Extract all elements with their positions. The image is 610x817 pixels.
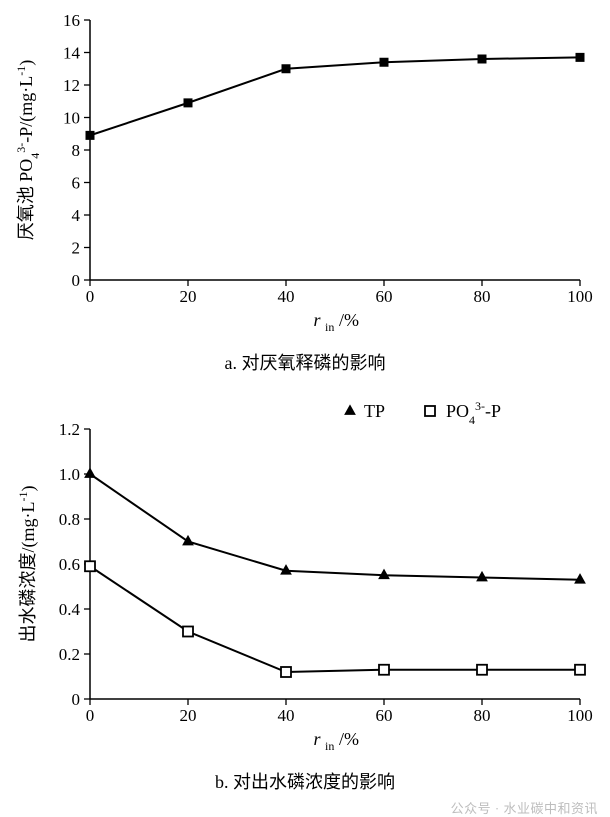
svg-text:0: 0 bbox=[86, 706, 95, 725]
svg-text:1.0: 1.0 bbox=[59, 465, 80, 484]
svg-text:80: 80 bbox=[474, 706, 491, 725]
svg-text:r: r bbox=[313, 310, 321, 330]
svg-text:12: 12 bbox=[63, 76, 80, 95]
svg-text:14: 14 bbox=[63, 44, 81, 63]
chart-a-caption: a. 对厌氧释磷的影响 bbox=[10, 349, 600, 375]
svg-text:/%: /% bbox=[339, 310, 359, 330]
svg-text:r: r bbox=[313, 729, 321, 749]
svg-text:出水磷浓度/(mg·L-1): 出水磷浓度/(mg·L-1) bbox=[16, 486, 39, 643]
svg-text:in: in bbox=[325, 739, 334, 753]
svg-text:16: 16 bbox=[63, 11, 80, 30]
svg-text:0.4: 0.4 bbox=[59, 600, 81, 619]
svg-text:0: 0 bbox=[86, 287, 95, 306]
svg-text:20: 20 bbox=[180, 287, 197, 306]
page: 0246810121416020406080100rin/%厌氧池 PO43--… bbox=[0, 0, 610, 817]
svg-text:8: 8 bbox=[72, 141, 81, 160]
svg-text:40: 40 bbox=[278, 706, 295, 725]
svg-text:PO43--P: PO43--P bbox=[446, 399, 501, 427]
svg-text:0.2: 0.2 bbox=[59, 645, 80, 664]
svg-text:0: 0 bbox=[72, 271, 81, 290]
svg-text:/%: /% bbox=[339, 729, 359, 749]
svg-text:60: 60 bbox=[376, 287, 393, 306]
svg-text:6: 6 bbox=[72, 174, 81, 193]
chart-a-svg: 0 2 4 6 8 10 12 14 16 0 20 40 60 80 100 rin /% 厌氧池 PO43--… bbox=[10, 10, 600, 340]
svg-text:0.8: 0.8 bbox=[59, 510, 80, 529]
svg-text:100: 100 bbox=[567, 287, 593, 306]
svg-text:40: 40 bbox=[278, 287, 295, 306]
svg-text:0.6: 0.6 bbox=[59, 555, 80, 574]
svg-text:2: 2 bbox=[72, 239, 81, 258]
svg-text:20: 20 bbox=[180, 706, 197, 725]
svg-text:100: 100 bbox=[567, 706, 593, 725]
chart-b-svg: 0 0.2 0.4 0.6 0.8 1.0 1.2 0 20 40 60 80 100 TP PO43--P… bbox=[10, 389, 600, 759]
svg-text:10: 10 bbox=[63, 109, 80, 128]
svg-text:0: 0 bbox=[72, 690, 81, 709]
chart-b-caption: b. 对出水磷浓度的影响 bbox=[10, 768, 600, 794]
svg-text:60: 60 bbox=[376, 706, 393, 725]
svg-text:80: 80 bbox=[474, 287, 491, 306]
chart-a-container: 0 2 4 6 8 10 12 14 16 0 20 40 60 80 100 rin /% 厌氧池 PO43--… bbox=[10, 10, 600, 375]
chart-b-container: 0 0.2 0.4 0.6 0.8 1.0 1.2 0 20 40 60 80 100 TP PO43--P… bbox=[10, 389, 600, 794]
svg-text:4: 4 bbox=[72, 206, 81, 225]
watermark: 公众号 · 水业碳中和资讯 bbox=[451, 798, 598, 817]
svg-text:1.2: 1.2 bbox=[59, 420, 80, 439]
svg-text:TP: TP bbox=[364, 401, 385, 421]
svg-text:厌氧池 PO43--P/(mg·L-1): 厌氧池 PO43--P/(mg·L-1) bbox=[14, 60, 42, 241]
svg-text:in: in bbox=[325, 320, 334, 334]
